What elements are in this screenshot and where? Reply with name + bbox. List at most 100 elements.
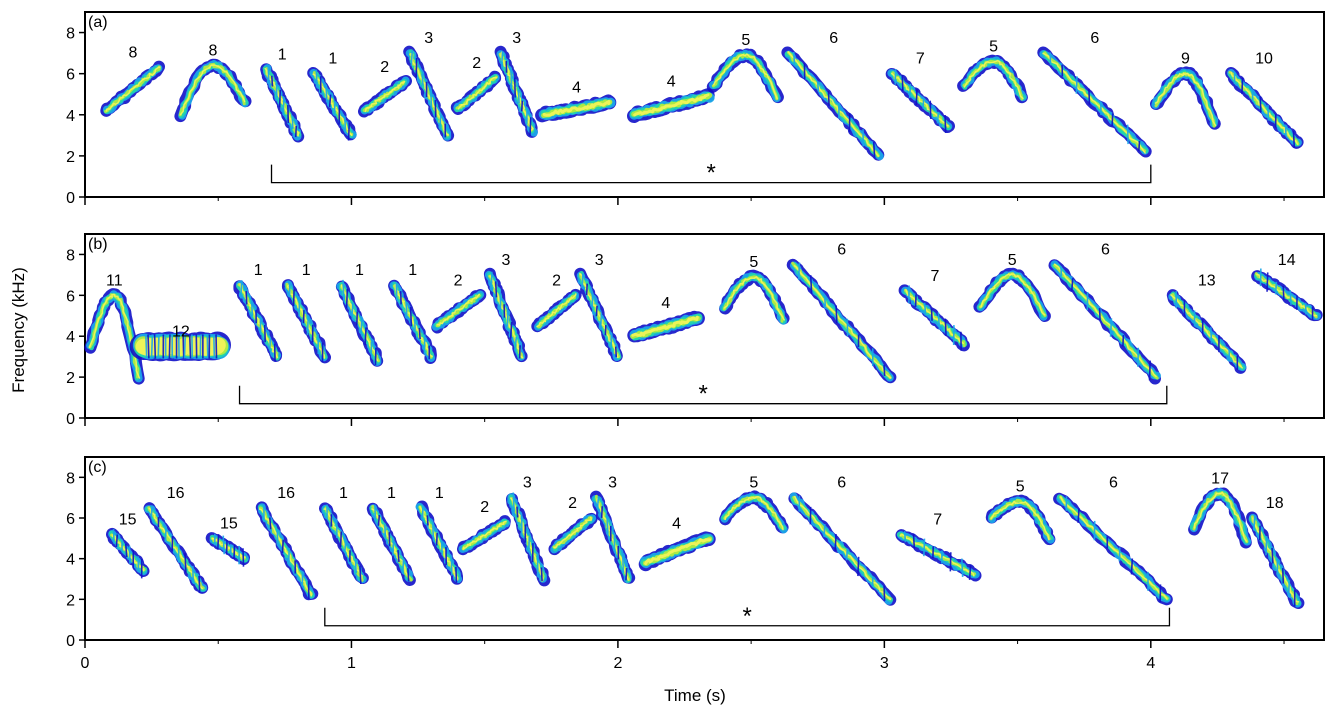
- syllable-streak: [1274, 281, 1278, 295]
- syllable-label: 13: [1198, 272, 1216, 289]
- syllable-trace: [436, 293, 480, 326]
- syllable: 1: [260, 47, 305, 143]
- syllable-streak: [344, 116, 347, 133]
- syllable-streak: [1148, 360, 1151, 381]
- syllable-streak: [222, 535, 226, 555]
- syllable-streak: [1259, 96, 1262, 113]
- syllable-streak: [405, 301, 408, 315]
- syllable-streak: [418, 327, 421, 340]
- syllable-streak: [455, 566, 458, 583]
- y-tick-label: 4: [66, 552, 75, 569]
- syllable-label: 3: [595, 252, 604, 269]
- syllable-label: 1: [302, 262, 311, 279]
- syllable-streak: [1109, 318, 1113, 337]
- syllable-label: 16: [277, 485, 295, 502]
- syllable-trace: [462, 520, 507, 550]
- syllable: 4: [627, 73, 715, 123]
- syllable-streak: [328, 94, 332, 108]
- syllable-label: 7: [933, 511, 942, 528]
- syllable-streak: [182, 334, 185, 359]
- syllable-streak: [929, 100, 932, 119]
- syllable-label: 8: [129, 45, 138, 62]
- syllable-streak: [1281, 568, 1285, 584]
- syllable: 2: [431, 272, 487, 334]
- syllable-streak: [345, 288, 349, 308]
- syllable-streak: [512, 492, 515, 513]
- syllable-streak: [937, 312, 941, 330]
- syllable: 1: [307, 51, 357, 141]
- syllable-streak: [509, 321, 513, 339]
- syllable-trace: [1154, 72, 1217, 127]
- syllable-label: 6: [837, 475, 846, 492]
- syllable-streak: [517, 89, 520, 104]
- syllable-label: 2: [380, 59, 389, 76]
- syllable-streak: [1060, 266, 1063, 277]
- syllable-streak: [1271, 547, 1274, 564]
- syllable-label: 2: [472, 55, 481, 72]
- y-tick-label: 6: [66, 511, 75, 528]
- syllable-streak: [968, 565, 972, 580]
- syllable-trace: [963, 59, 1024, 100]
- syllable-streak: [901, 75, 904, 92]
- syllable-streak: [439, 114, 442, 128]
- syllable-streak: [1088, 88, 1091, 105]
- y-tick-label: 2: [66, 149, 75, 166]
- syllable-streak: [1210, 327, 1213, 344]
- syllable-streak: [797, 262, 801, 281]
- syllable-streak: [354, 559, 357, 574]
- y-tick-label: 4: [66, 108, 75, 125]
- syllable-streak: [625, 567, 628, 581]
- syllable-trace: [364, 80, 406, 113]
- syllable-streak: [1138, 140, 1141, 152]
- syllable-streak: [339, 531, 343, 547]
- syllable-streak: [137, 556, 140, 573]
- syllable-streak: [250, 300, 254, 316]
- panel-0: (a) 0 2 4 6 8 8 8 1 1 2 3 2 3 4 4 5 6 7 5 6 9 10 *: [66, 11, 1325, 207]
- syllable-trace: [553, 516, 593, 549]
- syllable-trace: [489, 275, 524, 359]
- syllable-streak: [306, 315, 310, 336]
- syllable-trace: [1154, 71, 1216, 128]
- syllable-streak: [529, 117, 532, 136]
- syllable: 17: [1188, 471, 1252, 549]
- syllable: 3: [403, 30, 455, 142]
- syllable-trace: [179, 64, 246, 116]
- syllable-trace: [135, 337, 226, 356]
- panel-frame: [84, 456, 1325, 641]
- syllable-streak: [510, 68, 513, 88]
- syllable: 6: [786, 242, 897, 384]
- syllable-label: 5: [749, 475, 758, 492]
- y-tick-label: 0: [66, 633, 75, 650]
- syllable-streak: [606, 514, 609, 534]
- syllable-streak: [501, 51, 504, 64]
- syllable-streak: [1287, 579, 1291, 597]
- motif-bracket: [270, 164, 1152, 184]
- syllable-streak: [147, 334, 150, 359]
- motif-bracket: [238, 385, 1168, 405]
- syllable-label: 4: [672, 515, 681, 532]
- syllable-trace: [1053, 263, 1157, 378]
- syllable-trace: [631, 315, 699, 337]
- syllable-streak: [1130, 558, 1134, 575]
- syllable-streak: [157, 334, 160, 359]
- syllable-streak: [267, 64, 270, 83]
- syllable-trace: [461, 521, 507, 551]
- y-tick-label: 8: [66, 26, 75, 43]
- x-tick-label: 2: [613, 655, 622, 672]
- syllable-streak: [423, 334, 426, 354]
- syllable-streak: [490, 271, 493, 288]
- syllable: 1: [281, 262, 331, 364]
- syllable-label: 6: [1109, 475, 1118, 492]
- syllable-trace: [990, 500, 1050, 541]
- syllable-streak: [834, 534, 837, 552]
- syllable-label: 5: [741, 32, 750, 49]
- syllable-streak: [1289, 290, 1292, 306]
- syllable-label: 2: [552, 272, 561, 289]
- syllable-streak: [426, 515, 429, 526]
- syllable: 1: [388, 262, 437, 364]
- syllable-streak: [1077, 508, 1080, 523]
- x-tick-label: 3: [880, 655, 889, 672]
- syllable: 1: [319, 485, 369, 585]
